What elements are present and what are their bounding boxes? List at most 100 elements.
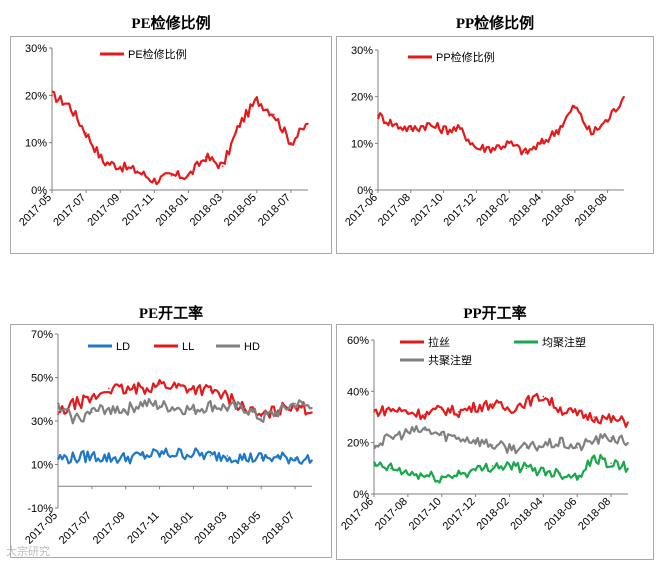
x-tick-label: 2017-08 <box>376 192 413 229</box>
data-point <box>508 447 511 449</box>
data-point <box>576 447 578 449</box>
data-point <box>459 128 461 131</box>
data-point <box>590 133 592 135</box>
data-point <box>593 416 595 418</box>
data-point <box>525 467 528 470</box>
data-point <box>108 407 110 409</box>
data-point <box>576 413 578 416</box>
data-point <box>542 395 545 398</box>
data-point <box>311 459 313 461</box>
y-tick-label: 10% <box>31 460 53 472</box>
data-point <box>440 434 443 436</box>
data-point <box>141 387 144 390</box>
data-point <box>158 404 161 407</box>
data-point <box>491 464 494 467</box>
chart-svg: -10%10%30%50%70%2017-052017-072017-09201… <box>23 329 313 547</box>
data-point <box>623 95 625 98</box>
chart-frame <box>10 36 332 254</box>
data-point <box>238 122 241 125</box>
data-point <box>525 400 528 403</box>
data-point <box>91 455 93 457</box>
data-point <box>91 398 93 401</box>
data-point <box>85 132 87 134</box>
data-point <box>576 475 578 477</box>
data-point <box>508 142 510 145</box>
legend-label: 拉丝 <box>428 335 450 349</box>
legend-label: 均聚注塑 <box>542 335 586 349</box>
data-point <box>209 389 212 392</box>
y-tick-label: 60% <box>347 335 369 347</box>
data-point <box>273 113 275 116</box>
chart-frame <box>336 324 654 560</box>
data-point <box>57 413 59 416</box>
data-point <box>74 402 76 405</box>
data-point <box>226 407 229 409</box>
data-point <box>559 472 562 475</box>
legend-label: LD <box>116 341 130 353</box>
data-point <box>491 444 494 447</box>
y-tick-label: 0% <box>357 185 373 197</box>
x-tick-label: 2017-06 <box>343 192 380 229</box>
legend-label: 共聚注塑 <box>428 353 472 367</box>
data-point <box>524 151 527 154</box>
data-point <box>390 408 392 411</box>
chart-svg: 0%10%20%30%2017-052017-072017-092017-112… <box>17 43 309 229</box>
series-line <box>56 447 313 465</box>
data-point <box>170 175 173 177</box>
data-point <box>108 387 110 390</box>
series-line <box>56 397 313 425</box>
data-point <box>474 439 477 441</box>
data-point <box>457 436 460 439</box>
data-point <box>307 122 309 125</box>
data-point <box>311 411 313 414</box>
data-point <box>373 411 375 413</box>
chart-title: PE开工率 <box>138 306 204 322</box>
data-point <box>221 165 224 168</box>
x-tick-label: 2018-04 <box>508 496 545 533</box>
data-point <box>426 123 428 126</box>
series-line <box>57 379 313 419</box>
x-tick-label: 2018-08 <box>576 496 613 533</box>
x-tick-label: 2017-06 <box>339 496 376 533</box>
data-point <box>124 457 127 459</box>
data-point <box>407 472 409 475</box>
watermark: 大宗研究 <box>6 546 50 558</box>
data-point <box>610 462 612 464</box>
data-point <box>277 457 279 459</box>
data-point <box>260 457 262 459</box>
y-tick-label: 30% <box>25 43 47 55</box>
x-tick-label: 2018-03 <box>192 510 229 547</box>
data-point <box>407 431 409 434</box>
data-point <box>424 413 426 416</box>
series-line <box>373 453 629 484</box>
y-tick-label: 20% <box>347 438 369 450</box>
y-tick-label: 0% <box>31 185 47 197</box>
x-tick-label: 2017-10 <box>407 496 444 533</box>
data-point <box>175 452 178 455</box>
data-point <box>492 147 494 149</box>
x-tick-label: 2018-01 <box>159 510 196 547</box>
x-tick-label: 2018-01 <box>154 192 191 229</box>
data-point <box>124 389 127 392</box>
x-tick-label: 2018-02 <box>475 496 512 533</box>
data-point <box>74 418 76 420</box>
data-point <box>243 407 246 409</box>
data-point <box>475 147 478 149</box>
data-point <box>407 411 409 413</box>
data-point <box>277 411 279 414</box>
data-point <box>175 385 178 387</box>
data-point <box>311 407 313 409</box>
data-point <box>508 408 511 411</box>
data-point <box>204 156 207 158</box>
y-tick-label: 0% <box>353 489 369 501</box>
data-point <box>192 452 195 455</box>
data-point <box>541 142 543 145</box>
data-point <box>440 477 443 480</box>
data-point <box>153 179 156 182</box>
data-point <box>508 464 511 467</box>
x-tick-label: 2017-07 <box>51 192 88 229</box>
data-point <box>175 407 178 409</box>
chart-panel-pp-operating-rate: PP开工率 0% 20% 40% 60% 2017-06 2017-08 2017-10 20… <box>336 302 654 560</box>
data-point <box>525 447 528 449</box>
x-tick-label: 2017-12 <box>441 496 478 533</box>
